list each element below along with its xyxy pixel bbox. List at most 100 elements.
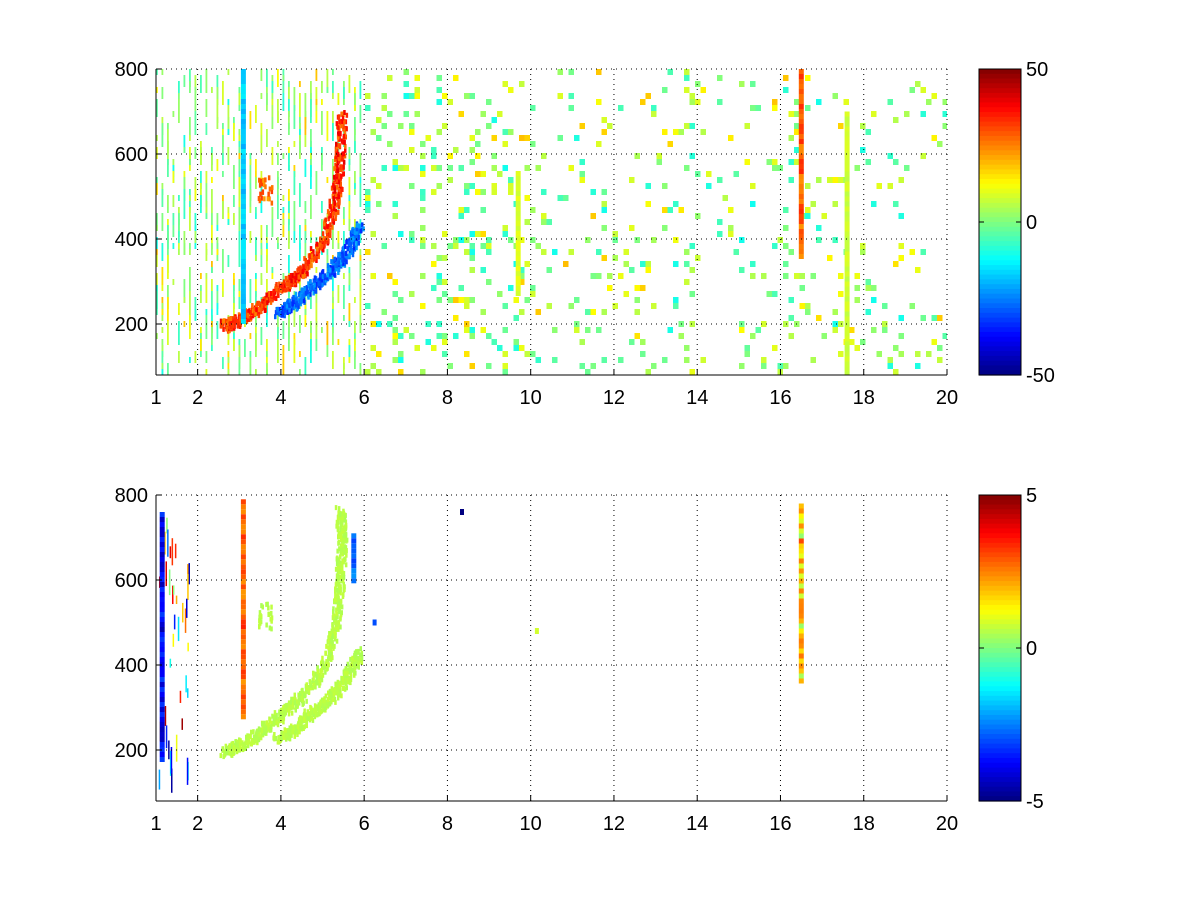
ridge-cell — [344, 562, 348, 568]
noise-cell — [491, 165, 497, 171]
colorbar-swatch — [979, 245, 1021, 252]
noise-cell — [832, 93, 838, 99]
noise-cell — [315, 339, 318, 351]
column-cell — [798, 603, 804, 609]
ridge-cell — [337, 572, 340, 578]
noise-cell — [502, 363, 508, 369]
noise-cell — [519, 279, 525, 285]
colorbar-swatch — [979, 571, 1021, 577]
colorbar-swatch — [979, 198, 1021, 204]
noise-cell — [596, 273, 602, 279]
column-cell — [159, 667, 165, 672]
noise-cell — [266, 369, 268, 375]
column-cell — [844, 166, 850, 172]
noise-cell — [370, 345, 376, 351]
blob-cell — [266, 196, 270, 202]
noise-cell — [508, 285, 514, 291]
noise-cell — [618, 105, 624, 111]
noise-cell — [645, 267, 651, 273]
ridge-cell — [342, 245, 345, 251]
column-cell — [844, 156, 850, 162]
noise-cell — [458, 111, 464, 117]
noise-cell — [354, 351, 356, 369]
noise-cell — [700, 357, 706, 363]
ridge-cell — [341, 253, 345, 259]
noise-cell — [156, 99, 158, 117]
ridge-cell — [334, 620, 337, 625]
noise-cell — [794, 129, 800, 135]
noise-cell — [656, 159, 662, 165]
ridge-cell — [341, 594, 345, 599]
ridge-cell — [255, 310, 259, 316]
noise-cell — [238, 243, 241, 267]
ridge-cell — [356, 222, 359, 228]
noise-cell — [299, 93, 301, 117]
column-cell — [159, 677, 165, 682]
noise-cell — [475, 141, 481, 147]
noise-cell — [156, 225, 158, 231]
ridge-cell — [344, 556, 347, 562]
noise-cell — [442, 279, 448, 285]
streak-cell — [166, 517, 168, 534]
ridge-cell — [313, 708, 316, 714]
noise-cell — [750, 81, 756, 87]
noise-cell — [178, 219, 180, 237]
column-cell — [515, 286, 521, 291]
ridge-cell — [335, 587, 339, 593]
column-cell — [844, 326, 850, 332]
ridge-cell — [343, 119, 346, 125]
ridge-cell — [305, 715, 308, 721]
ridge-cell — [321, 703, 324, 709]
y-tick-label: 600 — [115, 570, 148, 592]
ridge-cell — [238, 737, 241, 743]
streak-cell — [184, 608, 187, 633]
noise-cell — [794, 111, 800, 117]
colorbar-swatch — [979, 236, 1021, 242]
noise-cell — [788, 177, 794, 183]
noise-cell — [156, 147, 158, 159]
column-cell — [515, 271, 521, 276]
ridge-cell — [283, 708, 286, 714]
blob-cell — [268, 625, 272, 631]
noise-cell — [695, 171, 701, 177]
noise-cell — [288, 231, 290, 249]
column-cell — [240, 619, 246, 625]
ridge-cell — [340, 578, 343, 584]
noise-cell — [392, 213, 398, 219]
noise-cell — [695, 99, 701, 105]
column-cell — [844, 331, 850, 337]
ridge-cell — [298, 299, 302, 305]
streak-cell — [171, 538, 174, 566]
column-cell — [844, 241, 850, 247]
ridge-cell — [272, 289, 275, 295]
ridge-cell — [310, 715, 314, 721]
ridge-cell — [336, 687, 339, 692]
colorbar-swatch — [979, 97, 1021, 104]
column-cell — [240, 229, 246, 234]
noise-cell — [409, 129, 415, 135]
noise-cell — [563, 195, 569, 201]
noise-cell — [458, 165, 464, 171]
column-cell — [798, 633, 804, 639]
noise-cell — [425, 339, 431, 345]
noise-cell — [161, 309, 164, 315]
noise-cell — [860, 243, 866, 249]
ridge-cell — [351, 655, 354, 661]
column-cell — [798, 508, 804, 514]
ridge-cell — [308, 254, 311, 260]
noise-cell — [601, 309, 607, 315]
column-cell — [798, 169, 804, 174]
colorbar-swatch — [979, 174, 1021, 180]
noise-cell — [271, 99, 274, 105]
noise-cell — [645, 369, 651, 375]
noise-cell — [777, 165, 783, 171]
x-tick-label: 12 — [603, 387, 625, 409]
ridge-cell — [355, 245, 358, 251]
ridge-cell — [339, 131, 342, 136]
ridge-cell — [345, 126, 348, 132]
noise-cell — [689, 153, 695, 159]
column-cell — [159, 722, 165, 727]
noise-cell — [579, 171, 585, 177]
noise-cell — [304, 135, 307, 147]
ridge-cell — [340, 610, 343, 616]
